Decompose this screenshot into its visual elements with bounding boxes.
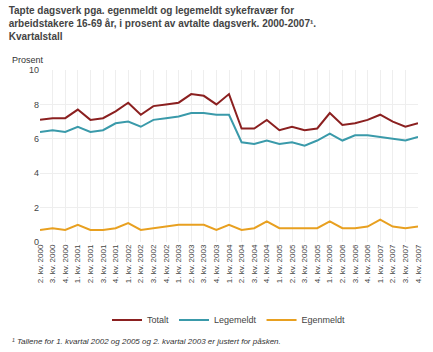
- svg-text:4. kv. 2004: 4. kv. 2004: [262, 244, 271, 283]
- svg-text:4. kv. 2001: 4. kv. 2001: [111, 244, 120, 283]
- svg-text:Totalt: Totalt: [147, 315, 169, 325]
- svg-text:¹ Tallene for 1. kvartal 2002: ¹ Tallene for 1. kvartal 2002 og 2005 og…: [12, 337, 281, 346]
- svg-text:0: 0: [34, 237, 39, 247]
- svg-text:2. kv. 2006: 2. kv. 2006: [338, 244, 347, 283]
- svg-text:1. kv. 2003: 1. kv. 2003: [174, 244, 183, 283]
- svg-text:3. kv. 2002: 3. kv. 2002: [149, 244, 158, 283]
- svg-text:10: 10: [29, 65, 39, 75]
- svg-text:6: 6: [34, 134, 39, 144]
- svg-text:Legemeldt: Legemeldt: [214, 315, 257, 325]
- svg-text:3. kv. 2006: 3. kv. 2006: [351, 244, 360, 283]
- svg-text:1. kv. 2006: 1. kv. 2006: [325, 244, 334, 283]
- svg-text:1. kv. 2005: 1. kv. 2005: [275, 244, 284, 283]
- svg-text:3. kv. 2004: 3. kv. 2004: [250, 244, 259, 283]
- svg-text:4. kv. 2006: 4. kv. 2006: [363, 244, 372, 283]
- svg-text:2. kv. 2001: 2. kv. 2001: [86, 244, 95, 283]
- svg-text:Prosent: Prosent: [12, 55, 44, 65]
- svg-text:4: 4: [34, 168, 39, 178]
- svg-text:2. kv. 2000: 2. kv. 2000: [36, 244, 45, 283]
- svg-text:1. kv. 2007: 1. kv. 2007: [376, 244, 385, 283]
- svg-text:4. kv. 2005: 4. kv. 2005: [313, 244, 322, 283]
- svg-text:3. kv. 2007: 3. kv. 2007: [401, 244, 410, 283]
- svg-text:1. kv. 2001: 1. kv. 2001: [73, 244, 82, 283]
- svg-text:2: 2: [34, 203, 39, 213]
- svg-text:4. kv. 2000: 4. kv. 2000: [61, 244, 70, 283]
- svg-text:8: 8: [34, 100, 39, 110]
- svg-text:Egenmeldt: Egenmeldt: [302, 315, 346, 325]
- svg-text:1. kv. 2002: 1. kv. 2002: [124, 244, 133, 283]
- svg-text:3. kv. 2000: 3. kv. 2000: [48, 244, 57, 283]
- svg-text:1. kv. 2004: 1. kv. 2004: [225, 244, 234, 283]
- svg-text:4. kv. 2007: 4. kv. 2007: [414, 244, 423, 283]
- svg-text:4. kv. 2003: 4. kv. 2003: [212, 244, 221, 283]
- svg-text:2. kv. 2002: 2. kv. 2002: [136, 244, 145, 283]
- svg-text:3. kv. 2003: 3. kv. 2003: [199, 244, 208, 283]
- svg-text:3. kv. 2005: 3. kv. 2005: [300, 244, 309, 283]
- svg-text:4. kv. 2002: 4. kv. 2002: [162, 244, 171, 283]
- svg-text:Tapte dagsverk pga. egenmeldt: Tapte dagsverk pga. egenmeldt og legemel…: [9, 5, 317, 42]
- svg-text:3. kv. 2001: 3. kv. 2001: [99, 244, 108, 283]
- svg-text:2. kv. 2007: 2. kv. 2007: [388, 244, 397, 283]
- svg-text:2. kv. 2004: 2. kv. 2004: [237, 244, 246, 283]
- svg-text:2. kv. 2005: 2. kv. 2005: [288, 244, 297, 283]
- svg-text:2. kv. 2003: 2. kv. 2003: [187, 244, 196, 283]
